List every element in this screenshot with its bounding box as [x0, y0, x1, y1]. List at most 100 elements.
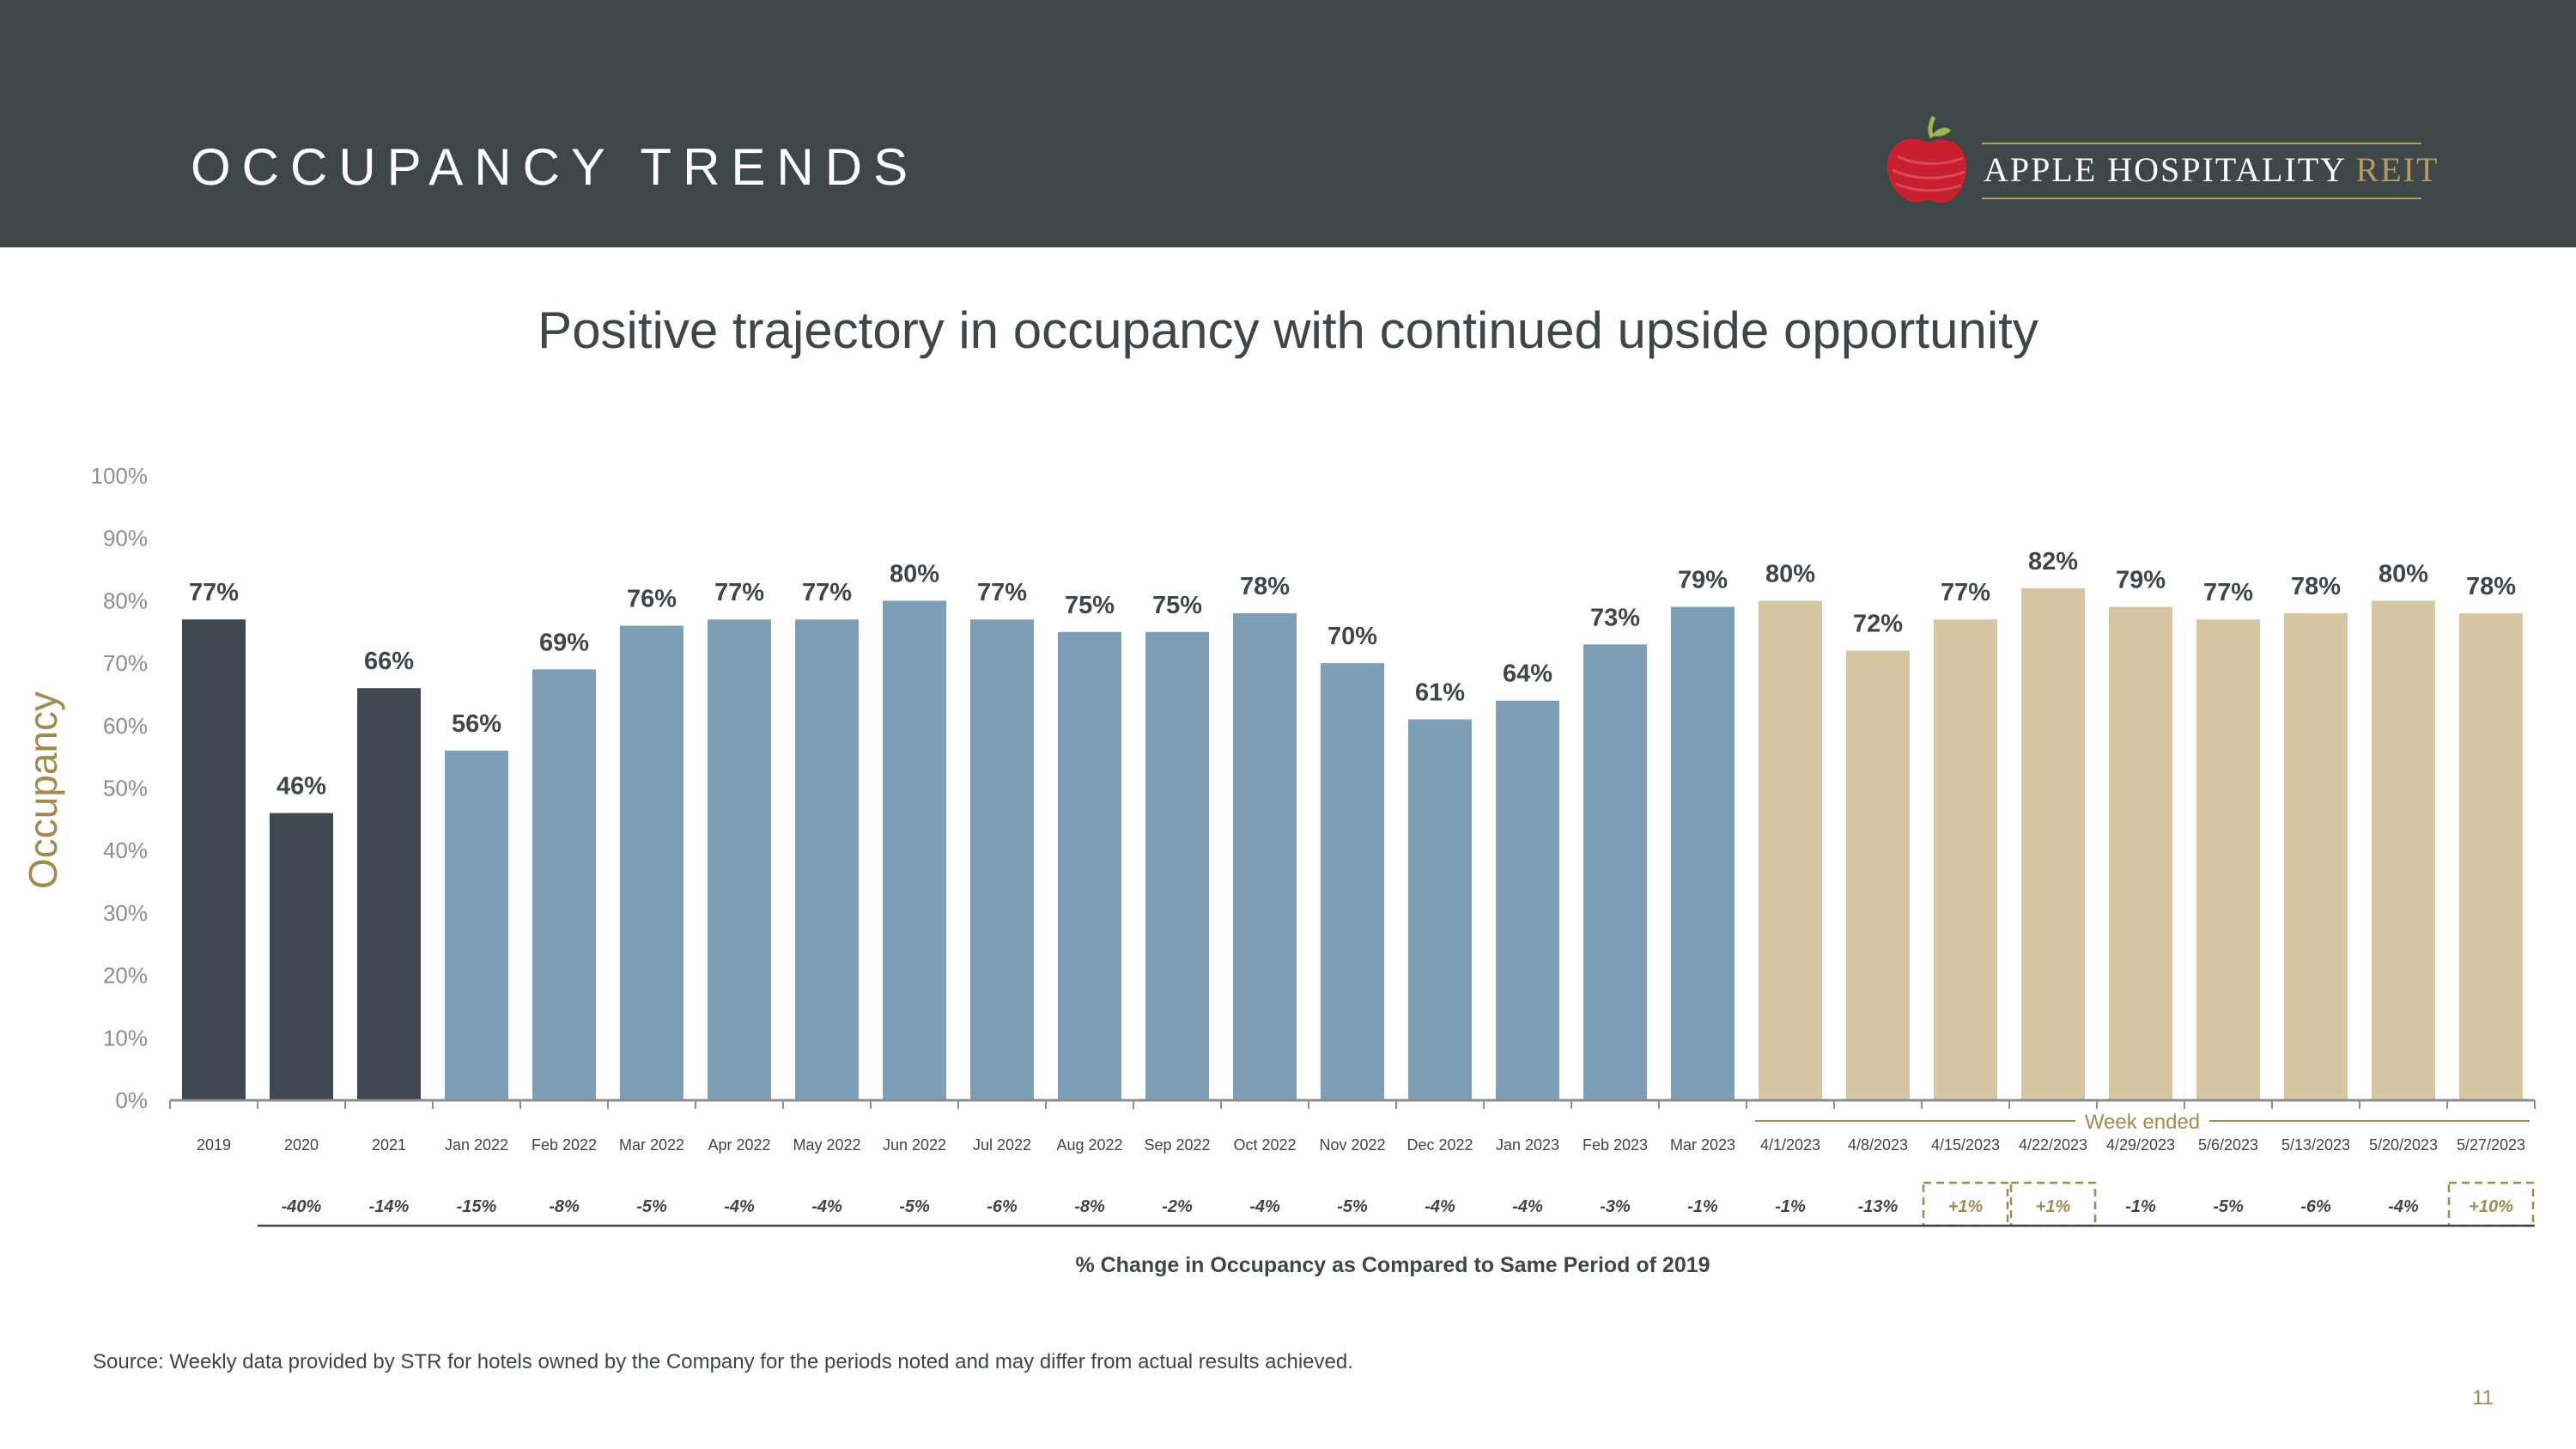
change-caption: % Change in Occupancy as Compared to Sam… [1075, 1253, 1710, 1277]
x-tick-label: Jun 2022 [883, 1136, 946, 1154]
data-label: 79% [2116, 567, 2166, 594]
y-axis-title: Occupancy [21, 691, 65, 889]
bar [1233, 612, 1297, 1100]
data-label: 79% [1678, 567, 1728, 594]
change-value: -8% [1074, 1197, 1105, 1216]
y-tick-label: 10% [103, 1025, 148, 1050]
data-label: 76% [627, 585, 677, 612]
apple-logo-icon [1886, 115, 1966, 204]
change-value: -4% [811, 1197, 842, 1216]
logo-accent: REIT [2355, 150, 2439, 189]
data-label: 80% [890, 560, 939, 588]
bar [182, 619, 246, 1100]
y-tick-label: 90% [103, 526, 148, 551]
change-value: -4% [2388, 1197, 2419, 1216]
x-tick-label: Dec 2022 [1406, 1136, 1473, 1154]
page-title: OCCUPANCY TRENDS [191, 138, 920, 196]
header-bar: OCCUPANCY TRENDS APPLE HOSPITALITY REIT [0, 0, 2576, 247]
data-label: 77% [977, 579, 1027, 606]
x-tick-label: Mar 2023 [1670, 1136, 1735, 1154]
x-tick-label: Feb 2022 [532, 1136, 597, 1154]
bar [1846, 650, 1910, 1100]
bar [1671, 606, 1735, 1100]
x-tick-label: Jan 2022 [445, 1136, 508, 1154]
data-label: 78% [2291, 573, 2341, 600]
x-tick-label: 4/29/2023 [2106, 1136, 2175, 1154]
bar [1934, 619, 1997, 1100]
change-value: -4% [724, 1197, 755, 1216]
data-label: 77% [714, 579, 764, 606]
x-tick-label: 5/13/2023 [2281, 1136, 2350, 1154]
change-value: -2% [1162, 1197, 1193, 1216]
change-value: -5% [1337, 1197, 1368, 1216]
x-tick-label: May 2022 [793, 1136, 860, 1154]
data-label: 80% [2379, 560, 2428, 588]
x-tick-label: Jan 2023 [1496, 1136, 1559, 1154]
x-tick-label: 5/20/2023 [2369, 1136, 2438, 1154]
change-value: -4% [1512, 1197, 1543, 1216]
logo-wordmark: APPLE HOSPITALITY REIT [1984, 149, 2439, 190]
logo-name: APPLE HOSPITALITY [1984, 150, 2346, 189]
change-value: +1% [1948, 1197, 1984, 1216]
bar [970, 619, 1034, 1100]
change-value: -3% [1600, 1197, 1631, 1216]
x-tick-label: 5/6/2023 [2198, 1136, 2258, 1154]
change-value: -1% [2125, 1197, 2156, 1216]
y-tick-label: 70% [103, 650, 148, 676]
y-tick-label: 50% [103, 776, 148, 801]
x-tick-label: 5/27/2023 [2457, 1136, 2525, 1154]
data-label: 78% [1240, 573, 1290, 600]
bar [2109, 606, 2172, 1100]
x-tick-label: Feb 2023 [1583, 1136, 1648, 1154]
x-tick-label: Aug 2022 [1056, 1136, 1122, 1154]
change-value: +10% [2469, 1197, 2513, 1216]
x-tick-label: 4/1/2023 [1760, 1136, 1820, 1154]
page-number: 11 [2472, 1386, 2494, 1409]
change-value: -4% [1425, 1197, 1455, 1216]
y-tick-label: 20% [103, 963, 148, 989]
bar [2284, 612, 2348, 1100]
y-tick-label: 100% [91, 463, 149, 489]
x-tick-label: 4/15/2023 [1931, 1136, 2000, 1154]
change-value: -5% [636, 1197, 667, 1216]
bar [1145, 631, 1209, 1100]
change-value: -5% [2213, 1197, 2244, 1216]
x-tick-label: 2021 [372, 1136, 406, 1154]
change-value: -4% [1249, 1197, 1280, 1216]
bar [795, 619, 859, 1100]
data-label: 61% [1415, 679, 1465, 707]
change-value: -40% [282, 1197, 322, 1216]
bar [1058, 631, 1121, 1100]
data-label: 75% [1065, 592, 1115, 619]
data-label: 77% [189, 579, 239, 606]
source-note: Source: Weekly data provided by STR for … [93, 1350, 1353, 1373]
x-tick-label: 4/22/2023 [2019, 1136, 2087, 1154]
logo-rule-bottom [1982, 198, 2421, 199]
bar [2196, 619, 2260, 1100]
data-label: 82% [2028, 548, 2078, 575]
data-label: 73% [1590, 604, 1640, 631]
bar [1321, 663, 1384, 1100]
week-bracket-label: Week ended [2085, 1111, 2200, 1134]
data-label: 77% [1941, 579, 1990, 606]
bar [883, 600, 946, 1100]
change-value: -6% [2300, 1197, 2331, 1216]
x-tick-label: 4/8/2023 [1848, 1136, 1908, 1154]
bar [445, 750, 508, 1100]
data-label: 69% [539, 629, 589, 656]
data-label: 78% [2466, 573, 2516, 600]
x-tick-label: 2019 [197, 1136, 231, 1154]
data-label: 46% [276, 773, 326, 801]
data-label: 66% [364, 648, 414, 675]
change-value: -1% [1775, 1197, 1806, 1216]
bar [357, 688, 421, 1100]
change-value: -8% [549, 1197, 580, 1216]
bar [1759, 600, 1822, 1100]
x-tick-label: Jul 2022 [973, 1136, 1031, 1154]
data-label: 80% [1765, 560, 1815, 588]
y-tick-label: 30% [103, 900, 148, 926]
x-tick-label: 2020 [284, 1136, 319, 1154]
company-logo: APPLE HOSPITALITY REIT [1880, 105, 2437, 216]
change-value: -6% [987, 1197, 1018, 1216]
